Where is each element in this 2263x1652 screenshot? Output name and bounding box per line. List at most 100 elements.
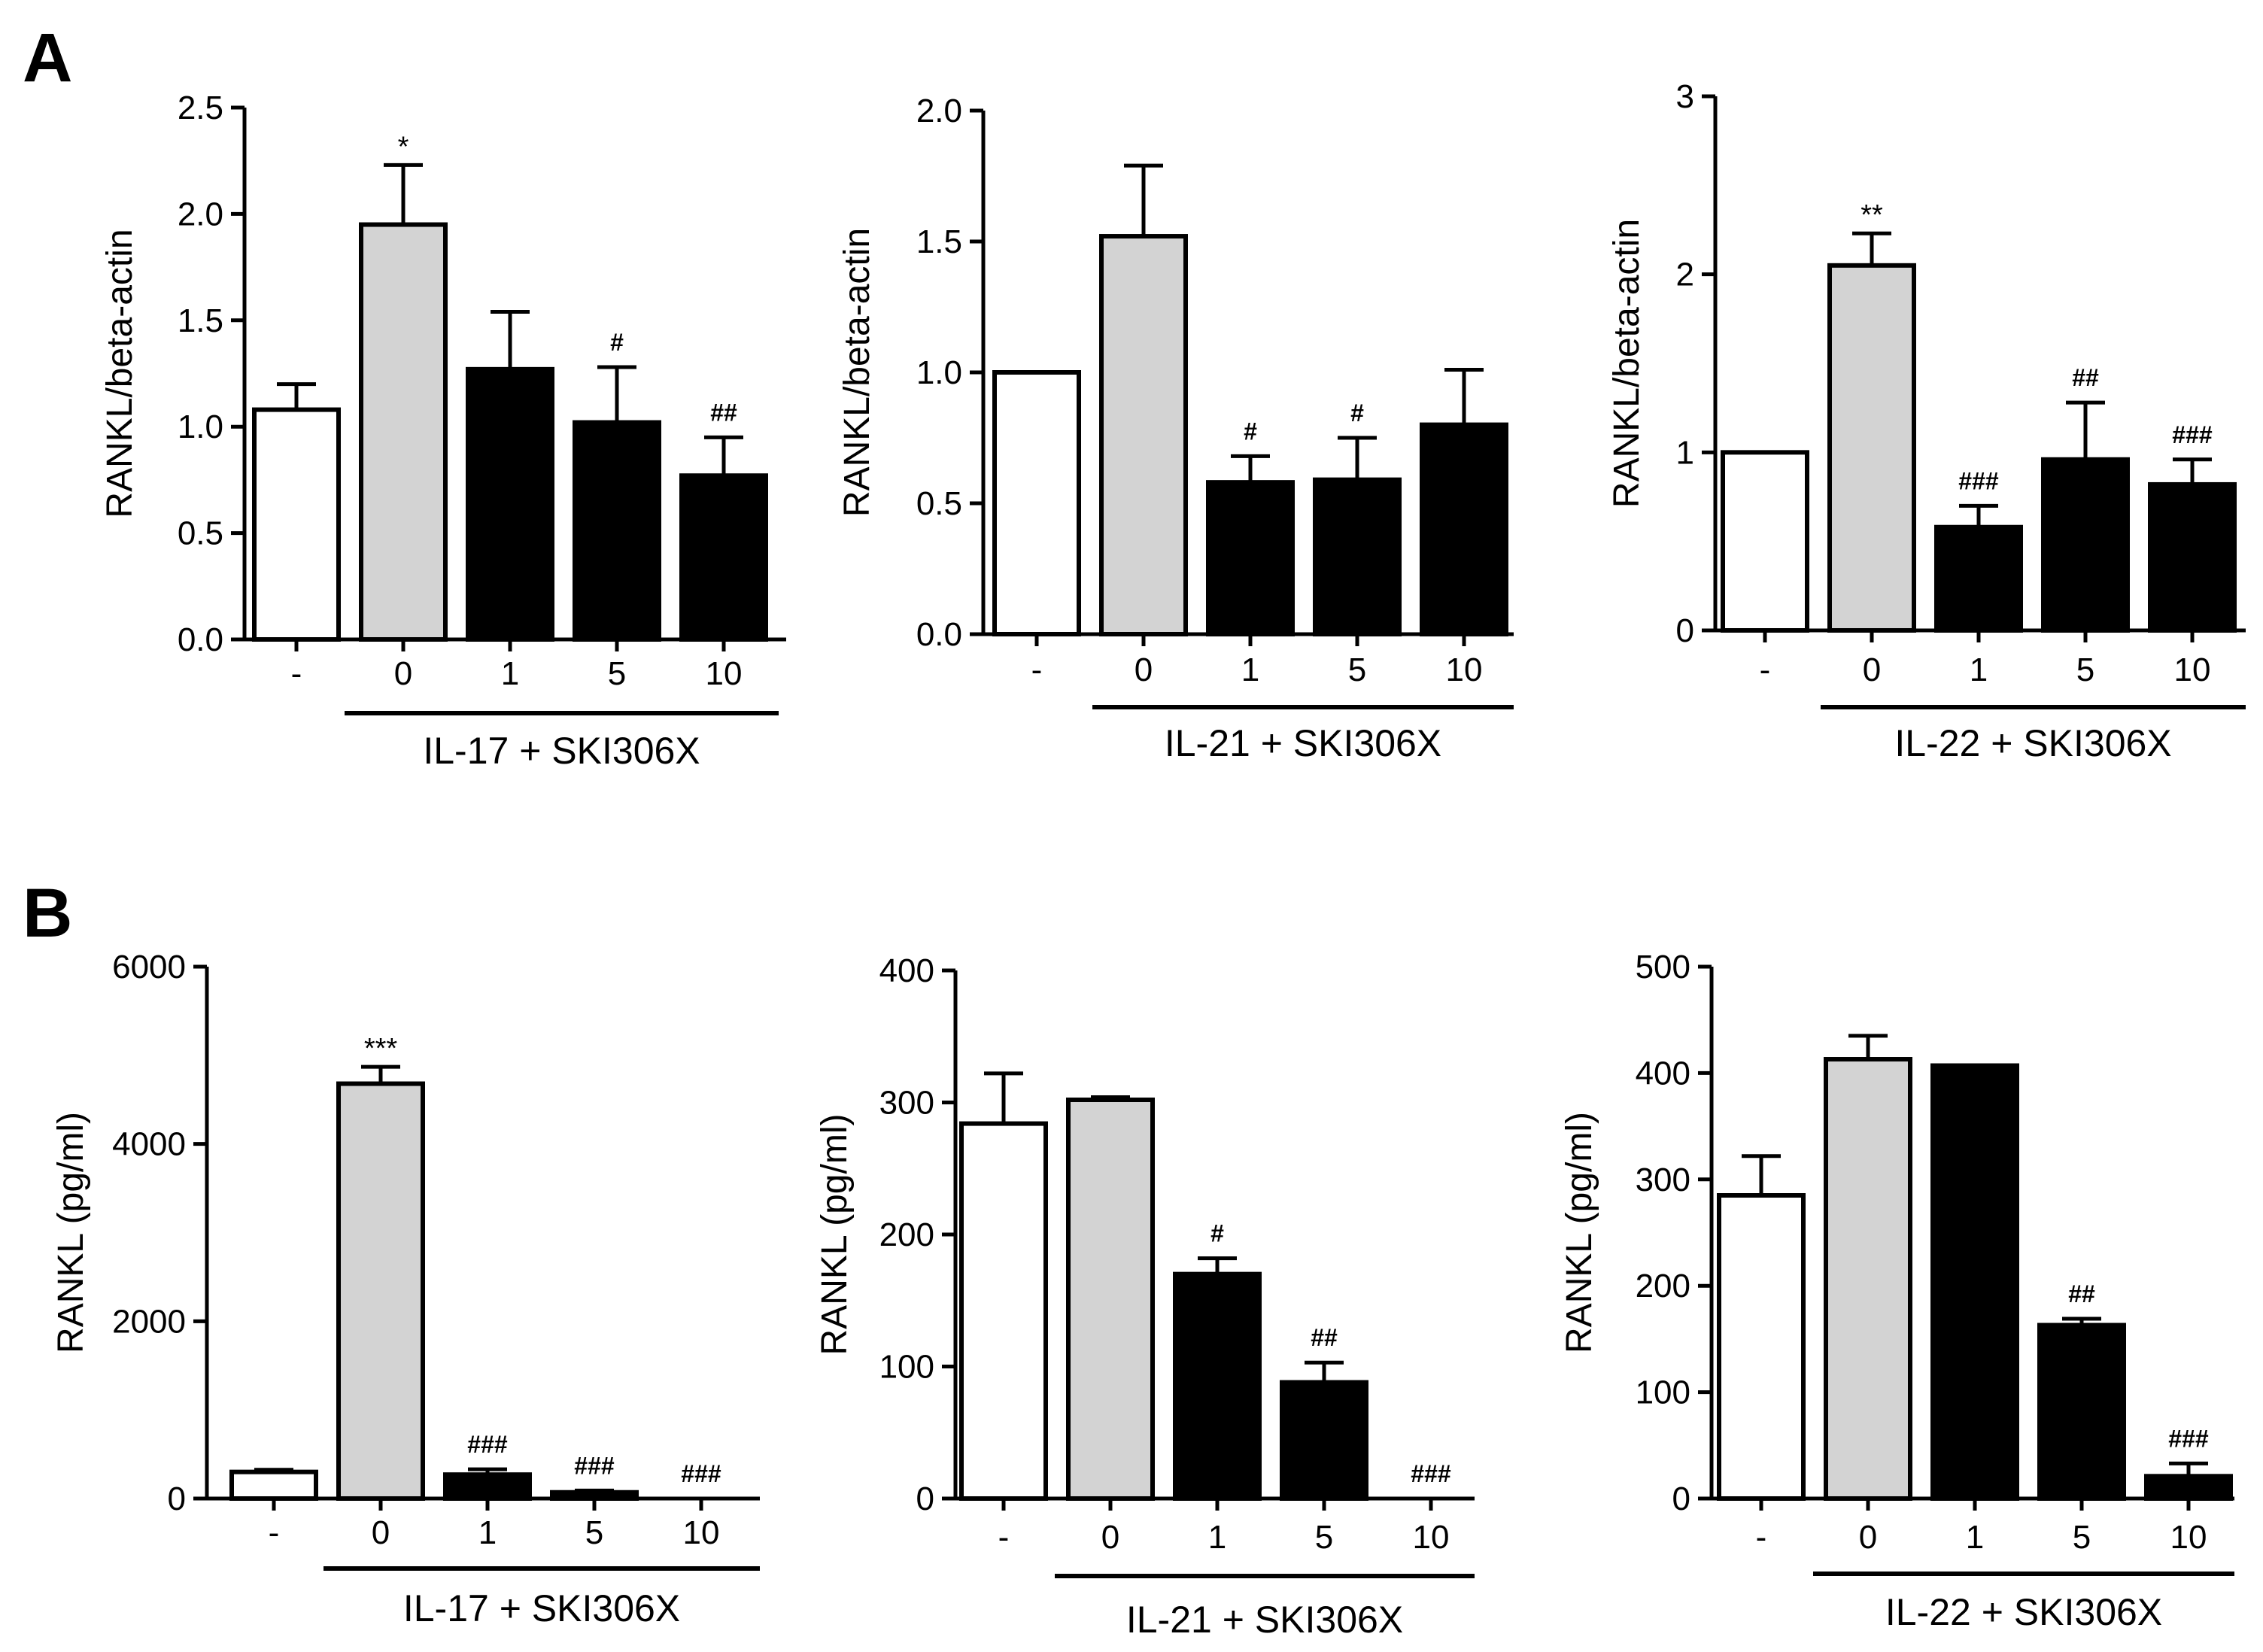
x-tick-label: - <box>1031 651 1043 688</box>
bar <box>1099 234 1188 637</box>
x-tick-label: 0 <box>1859 1519 1877 1556</box>
y-tick-label: 200 <box>1636 1268 1690 1304</box>
x-tick-label: 0 <box>1863 651 1881 688</box>
bar <box>1173 1271 1262 1502</box>
y-axis-title: RANKL (pg/ml) <box>1560 1112 1599 1353</box>
x-tick-label: 0 <box>394 655 412 692</box>
y-tick-label: 300 <box>1636 1162 1690 1198</box>
y-axis-title: RANKL (pg/ml) <box>51 1112 91 1353</box>
bar <box>1206 480 1295 636</box>
x-tick-label: 1 <box>1970 651 1988 688</box>
y-tick-label: 1.5 <box>178 302 223 339</box>
significance-mark: ## <box>2068 1280 2095 1307</box>
x-tick-label: - <box>269 1514 280 1551</box>
charts-area: 0.0 0.5 1.0 1.5 2.0 2.5 RANKL/beta-actin - 0 * 1 5 #… <box>51 78 2246 1641</box>
panel-letter-b: B <box>23 875 72 952</box>
bar <box>679 473 768 642</box>
x-tick-label: 10 <box>2174 651 2211 688</box>
bar <box>336 1081 425 1502</box>
bar <box>573 420 661 642</box>
significance-mark: ### <box>467 1431 508 1458</box>
significance-mark: *** <box>364 1033 398 1064</box>
x-tick-label: 5 <box>1348 651 1366 688</box>
x-tick-label: - <box>1756 1519 1767 1556</box>
bar <box>2037 1323 2126 1501</box>
bar <box>1717 1193 1806 1501</box>
x-tick-label: 5 <box>608 655 626 692</box>
y-axis-title: RANKL/beta-actin <box>1607 219 1647 508</box>
y-tick-label: 6000 <box>112 949 186 985</box>
bar <box>2144 1474 2233 1502</box>
y-tick-label: 400 <box>1636 1055 1690 1092</box>
significance-mark: ** <box>1861 199 1883 231</box>
significance-mark: ### <box>1958 467 1999 494</box>
bar <box>1420 422 1508 636</box>
y-tick-label: 400 <box>879 952 934 989</box>
chart-1: 0.0 0.5 1.0 1.5 2.0 2.5 RANKL/beta-actin - 0 * 1 5 #… <box>100 90 786 772</box>
x-tick-label: 0 <box>1135 651 1153 688</box>
y-tick-label: 0 <box>1676 612 1694 649</box>
bar <box>1930 1063 2019 1501</box>
y-tick-label: 3 <box>1676 78 1694 115</box>
group-label: IL-21 + SKI306X <box>1126 1599 1403 1641</box>
panel-letter-a: A <box>23 20 72 96</box>
y-tick-label: 1 <box>1676 434 1694 471</box>
x-tick-label: - <box>291 655 302 692</box>
y-tick-label: 1.5 <box>916 223 962 260</box>
group-label: IL-17 + SKI306X <box>403 1587 680 1629</box>
y-tick-label: 2.0 <box>178 196 223 232</box>
bar <box>443 1472 532 1502</box>
chart-3: 0 1 2 3 RANKL/beta-actin - 0 ** 1 ### 5 ## 10 ### IL-2… <box>1607 78 2246 764</box>
x-tick-label: 10 <box>706 655 743 692</box>
significance-mark: ### <box>574 1452 615 1479</box>
significance-mark: ## <box>2072 364 2099 391</box>
y-tick-label: 4000 <box>112 1126 186 1163</box>
y-axis-title: RANKL/beta-actin <box>837 228 877 517</box>
group-label: IL-21 + SKI306X <box>1165 722 1441 764</box>
chart-2: 0.0 0.5 1.0 1.5 2.0 RANKL/beta-actin - 0 1 #5 #10I… <box>837 93 1514 764</box>
chart-4: 0 2000 4000 6000 RANKL (pg/ml) - 0 *** 1 ### 5 ### 1… <box>51 949 760 1629</box>
x-tick-label: 10 <box>1446 651 1483 688</box>
group-label: IL-22 + SKI306X <box>1885 1591 2162 1633</box>
y-tick-label: 0.0 <box>178 621 223 658</box>
y-tick-label: 100 <box>1636 1374 1690 1411</box>
group-label: IL-22 + SKI306X <box>1894 722 2171 764</box>
bar <box>1824 1057 1912 1501</box>
x-tick-label: 5 <box>2076 651 2094 688</box>
x-tick-label: 1 <box>1241 651 1259 688</box>
y-tick-label: 0 <box>916 1480 934 1517</box>
bar <box>550 1490 639 1502</box>
bar <box>1313 477 1402 636</box>
x-tick-label: 5 <box>2073 1519 2091 1556</box>
y-axis-title: RANKL (pg/ml) <box>815 1114 855 1356</box>
chart-5: 0 100 200 300 400 RANKL (pg/ml) - 0 1 #5 ## 10 ### IL… <box>815 952 1475 1641</box>
bar <box>1721 450 1809 633</box>
significance-mark: ### <box>2168 1425 2209 1452</box>
group-label: IL-17 + SKI306X <box>423 730 700 772</box>
significance-mark: ### <box>1411 1460 1451 1487</box>
significance-mark: * <box>398 131 409 162</box>
y-tick-label: 2000 <box>112 1303 186 1340</box>
bar <box>959 1121 1048 1501</box>
bar <box>359 222 448 642</box>
y-tick-label: 200 <box>879 1216 934 1253</box>
x-tick-label: 1 <box>1208 1519 1226 1556</box>
significance-mark: # <box>1350 399 1364 427</box>
significance-mark: ## <box>1311 1324 1338 1351</box>
y-tick-label: 100 <box>879 1349 934 1386</box>
significance-mark: ### <box>2172 421 2213 448</box>
y-tick-label: 0.5 <box>916 485 962 522</box>
x-tick-label: 10 <box>2170 1519 2207 1556</box>
bar <box>992 370 1081 636</box>
bar <box>466 366 554 642</box>
significance-mark: # <box>1244 418 1257 445</box>
bar <box>1827 263 1916 633</box>
x-tick-label: 10 <box>1413 1519 1450 1556</box>
significance-mark: # <box>1210 1220 1224 1247</box>
significance-mark: ### <box>681 1460 721 1487</box>
x-tick-label: 5 <box>585 1514 603 1551</box>
y-tick-label: 300 <box>879 1085 934 1122</box>
x-tick-label: - <box>998 1519 1010 1556</box>
x-tick-label: 1 <box>478 1514 497 1551</box>
